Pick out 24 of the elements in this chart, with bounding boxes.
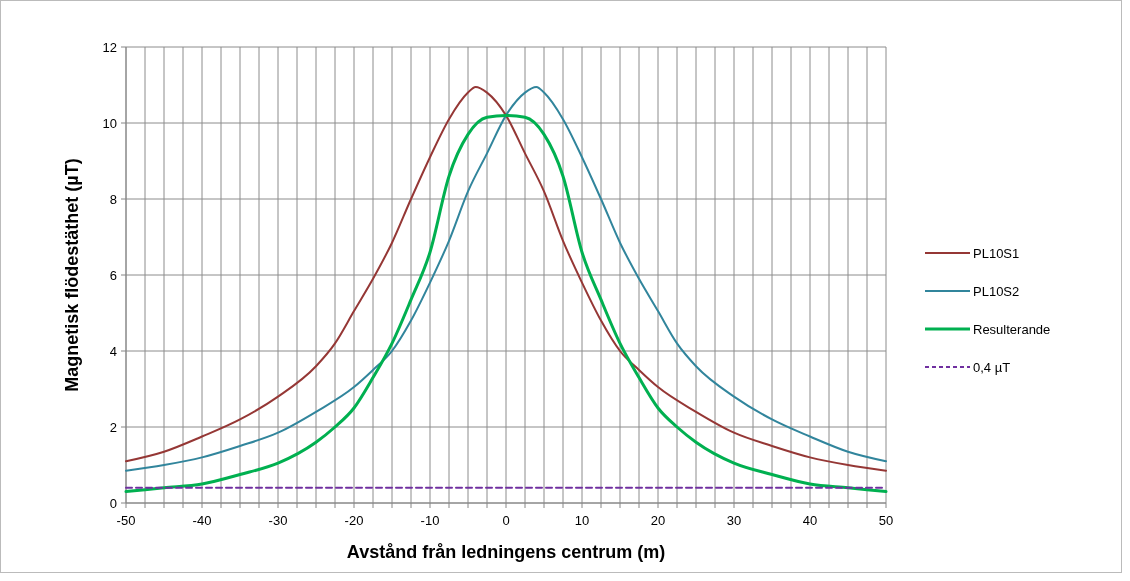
x-tick-label: 10 <box>574 513 590 528</box>
y-tick-label: 10 <box>102 115 117 131</box>
legend-label: PL10S1 <box>973 245 1020 261</box>
x-axis-title: Avstånd från ledningens centrum (m) <box>346 542 666 562</box>
legend-label: PL10S2 <box>973 283 1020 299</box>
x-tick-label: 0 <box>502 513 510 528</box>
y-tick-label: 2 <box>109 419 117 435</box>
x-tick-label: -20 <box>344 513 364 528</box>
legend-label: Resulterande <box>973 321 1051 337</box>
x-tick-label: -40 <box>192 513 212 528</box>
x-tick-label: -50 <box>116 513 136 528</box>
y-tick-label: 8 <box>109 191 117 207</box>
y-axis-title: Magnetisk flödestäthet (µT) <box>62 158 82 392</box>
y-tick-label: 6 <box>109 267 117 283</box>
x-tick-label: -10 <box>420 513 440 528</box>
x-tick-label: -30 <box>268 513 288 528</box>
legend-label: 0,4 µT <box>973 359 1011 375</box>
x-tick-label: 20 <box>650 513 666 528</box>
x-tick-label: 30 <box>726 513 742 528</box>
y-tick-label: 4 <box>109 343 117 359</box>
y-tick-label: 12 <box>102 39 117 55</box>
x-tick-label: 50 <box>878 513 894 528</box>
y-tick-label: 0 <box>109 495 117 511</box>
x-tick-label: 40 <box>802 513 818 528</box>
